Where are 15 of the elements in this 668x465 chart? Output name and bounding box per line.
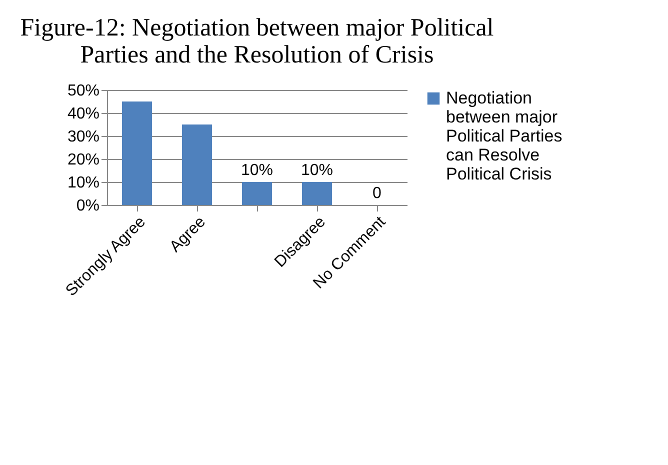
- chart-title: Figure-12: Negotiation between major Political Parties and the Resolution of Crisis: [20, 14, 494, 68]
- y-tick-label: 20%: [67, 152, 100, 168]
- text: 0: [372, 185, 382, 202]
- text: 10%: [300, 162, 334, 179]
- bar: [242, 182, 272, 205]
- y-tick-label: 10%: [67, 174, 100, 192]
- y-tick-label: 30%: [67, 128, 100, 146]
- legend-label: Negotiation between major Political Parties can Resolve Political Crisis: [446, 88, 562, 184]
- bar: [302, 182, 332, 205]
- y-tick-label: 50%: [67, 82, 100, 100]
- text: 10%: [240, 162, 274, 179]
- y-tick-label: 40%: [67, 106, 100, 122]
- bar: [122, 102, 152, 205]
- bar: [182, 124, 212, 205]
- y-tick-label: 0%: [76, 198, 100, 214]
